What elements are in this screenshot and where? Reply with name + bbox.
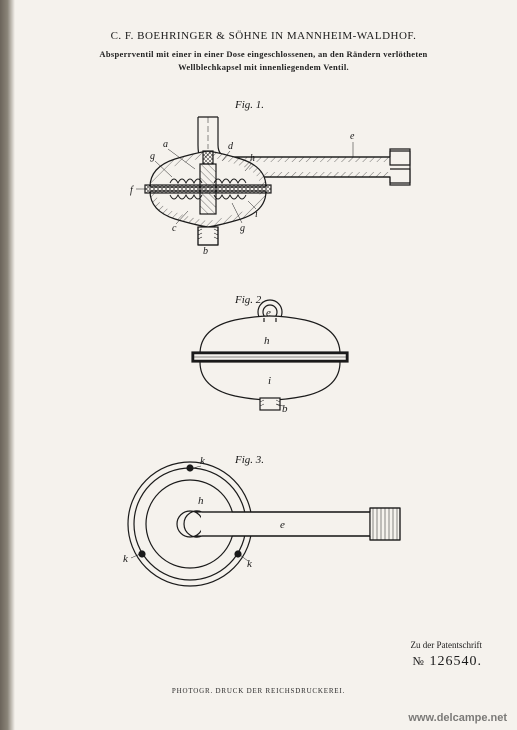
fig2-ref-b: b	[282, 403, 288, 414]
page-binding-shadow	[0, 0, 15, 730]
figure-2-container: Fig. 2.	[45, 294, 482, 434]
figure-2-svg: e h i b	[160, 294, 380, 414]
fig3-ref-e: e	[280, 519, 285, 531]
location-connector: IN	[268, 30, 287, 42]
watermark: www.delcampe.net	[408, 712, 507, 724]
ref-d: d	[228, 141, 234, 152]
ref-g1: g	[150, 151, 155, 162]
ref-b: b	[203, 246, 208, 254]
page-footer: Zu der Patentschrift № 126540.	[45, 640, 482, 670]
description-line-1: Absperrventil mit einer in einer Dose ei…	[99, 49, 427, 59]
figure-2-drawing: e h i b	[160, 294, 482, 414]
ref-c: c	[172, 223, 177, 234]
ref-i: i	[255, 209, 258, 220]
patent-header: C. F. BOEHRINGER & SÖHNE IN MANNHEIM-WAL…	[45, 30, 482, 74]
company-name: C. F. BOEHRINGER & SÖHNE	[111, 30, 268, 42]
figure-1-container: Fig. 1.	[45, 99, 482, 274]
patent-number: № 126540.	[45, 654, 482, 670]
patent-number-value: 126540.	[425, 654, 482, 669]
fig3-ref-k3: k	[247, 558, 253, 570]
number-symbol: №	[413, 654, 425, 668]
ref-f: f	[130, 185, 134, 196]
invention-description: Absperrventil mit einer in einer Dose ei…	[45, 48, 482, 74]
fig3-ref-h: h	[198, 495, 204, 507]
page-content: C. F. BOEHRINGER & SÖHNE IN MANNHEIM-WAL…	[0, 0, 517, 654]
figure-3-drawing: e h k k k	[105, 454, 482, 594]
fig2-ref-e: e	[266, 307, 271, 319]
patent-reference-text: Zu der Patentschrift	[45, 640, 482, 650]
fig2-ref-i: i	[268, 375, 271, 387]
description-line-2: Wellblechkapsel mit innenliegendem Venti…	[178, 62, 349, 72]
ref-g2: g	[240, 223, 245, 234]
figure-1-drawing: a b c d e f g g h i	[100, 99, 482, 254]
ref-h: h	[250, 153, 255, 164]
fig2-ref-h: h	[264, 335, 270, 347]
figure-3-svg: e h k k k	[105, 454, 425, 594]
ref-a: a	[163, 139, 168, 150]
figure-1-svg: a b c d e f g g h i	[100, 99, 440, 254]
ref-e: e	[350, 131, 355, 142]
company-line: C. F. BOEHRINGER & SÖHNE IN MANNHEIM-WAL…	[45, 30, 482, 42]
company-location: MANNHEIM-WALDHOF.	[287, 30, 417, 42]
printer-credit: PHOTOGR. DRUCK DER REICHSDRUCKEREI.	[0, 687, 517, 695]
fig3-ref-k2: k	[123, 553, 129, 565]
figure-3-container: Fig. 3.	[45, 454, 482, 614]
